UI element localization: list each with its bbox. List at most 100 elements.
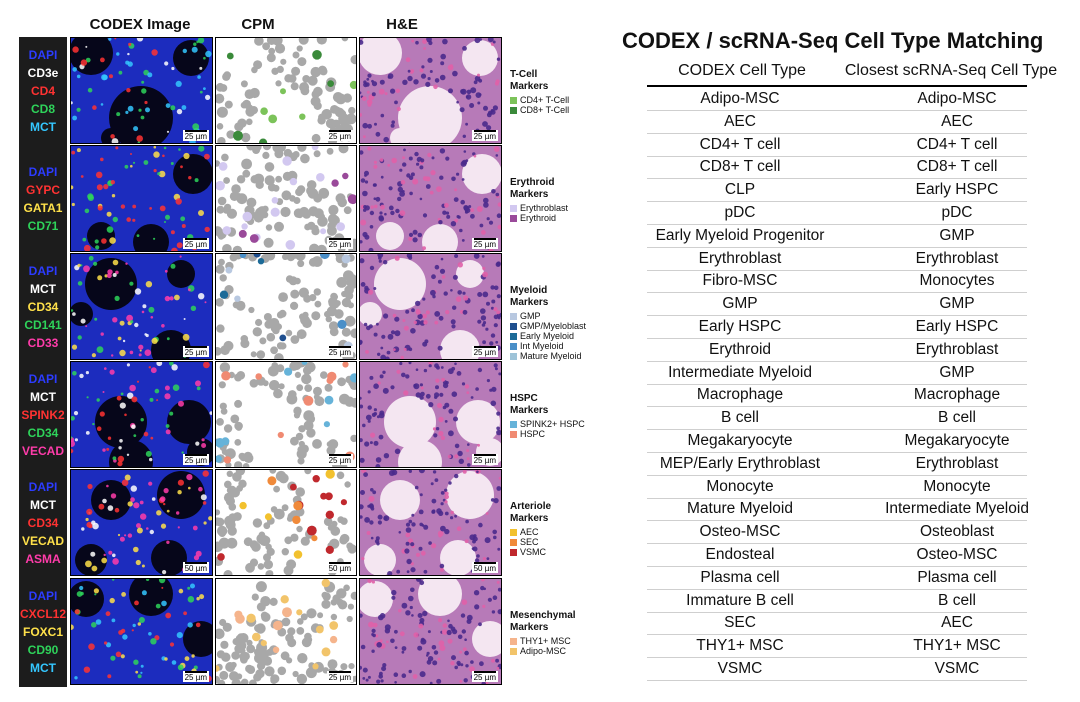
nucleus — [398, 531, 402, 534]
nucleus — [397, 186, 403, 193]
cell-type-mask — [349, 373, 356, 383]
nucleus — [394, 316, 400, 322]
nucleus — [454, 254, 459, 258]
cell-signal — [109, 597, 115, 604]
cell-signal — [96, 346, 104, 353]
scale-bar-label: 25 µm — [473, 132, 496, 141]
cell-signal — [71, 440, 75, 447]
nucleus — [465, 519, 469, 524]
nucleus — [396, 369, 401, 374]
nucleus — [378, 614, 384, 621]
cell-mask — [297, 146, 307, 152]
cell-signal — [140, 418, 144, 422]
cell-signal — [101, 557, 108, 564]
scrna-cell-type: CD4+ T cell — [916, 135, 998, 153]
cell-signal — [127, 501, 133, 507]
nucleus — [442, 382, 449, 389]
cell-mask — [216, 123, 224, 130]
nucleus — [431, 498, 437, 504]
nucleus — [425, 393, 431, 399]
nucleus — [476, 206, 483, 212]
cell-signal — [114, 295, 120, 301]
void-region — [91, 480, 131, 520]
cell-mask — [314, 300, 322, 308]
cell-signal — [201, 443, 207, 448]
nucleus — [474, 38, 481, 44]
cell-mask — [327, 524, 334, 531]
cell-mask — [226, 130, 235, 139]
nucleus — [422, 313, 427, 319]
cell-signal — [195, 441, 200, 446]
nucleus — [360, 240, 363, 244]
table-row: Mature Myeloid Intermediate Myeloid — [647, 498, 1029, 522]
cell-signal — [132, 623, 136, 628]
cell-signal — [178, 400, 184, 407]
nucleus — [410, 70, 414, 74]
scale-bar-label: 25 µm — [328, 240, 351, 249]
cell-signal — [165, 424, 170, 428]
cell-mask — [262, 151, 270, 159]
scale-bar-line — [474, 238, 496, 240]
cell-signal — [176, 242, 183, 249]
cell-type-mask — [329, 621, 339, 630]
cell-signal — [190, 305, 197, 311]
nucleus — [491, 189, 496, 194]
nucleus — [444, 202, 449, 208]
nucleus — [394, 330, 401, 337]
cell-signal — [110, 180, 115, 185]
cell-signal — [171, 66, 175, 71]
scrna-cell-type: Monocytes — [919, 272, 995, 290]
nucleus — [457, 450, 463, 457]
nucleus — [360, 39, 364, 45]
nucleus — [374, 204, 378, 209]
cell-mask — [297, 260, 305, 268]
cell-signal — [112, 456, 117, 461]
cell-type-mask — [225, 266, 233, 274]
nucleus — [487, 38, 494, 43]
cell-signal — [140, 664, 144, 668]
nucleus — [478, 622, 482, 627]
nucleus — [440, 61, 445, 66]
scale-bar: 25 µm — [326, 130, 353, 141]
codex-cell-type: Endosteal — [705, 546, 775, 563]
void-region — [167, 400, 211, 444]
nucleus — [484, 537, 491, 544]
cell-mask — [216, 298, 224, 307]
cell-mask — [305, 667, 317, 679]
codex-cell-type: Intermediate Myeloid — [668, 363, 812, 381]
cell-signal — [82, 237, 87, 242]
cell-signal — [115, 651, 122, 658]
column-header: Closest scRNA-Seq Cell Type — [844, 62, 1058, 79]
scrna-cell-type: GMP — [939, 226, 975, 244]
nucleus — [415, 300, 421, 307]
cell-mask — [231, 184, 241, 194]
scrna-cell-type: AEC — [941, 112, 973, 130]
cell-mask — [226, 470, 233, 477]
scale-bar: 25 µm — [471, 671, 498, 682]
nucleus — [402, 79, 408, 85]
cell-signal — [71, 416, 75, 421]
nucleus — [388, 186, 393, 191]
cell-mask — [290, 82, 299, 91]
cell-mask — [270, 674, 280, 684]
cell-signal — [124, 413, 127, 417]
nucleus — [365, 350, 369, 354]
nucleus — [415, 40, 419, 45]
legend: CD4+ T-Cell CD8+ T-Cell — [510, 95, 610, 115]
cell-mask — [246, 665, 256, 674]
marker-label: MCT — [30, 660, 56, 675]
cell-signal — [165, 103, 171, 108]
panel-title: HSPC Markers — [510, 393, 549, 416]
adipocyte-space — [456, 260, 484, 288]
scale-bar: 25 µm — [182, 671, 209, 682]
scale-bar: 25 µm — [471, 130, 498, 141]
nucleus — [428, 364, 432, 368]
cell-signal — [109, 74, 113, 79]
cell-mask — [296, 45, 303, 52]
nucleus — [405, 309, 410, 314]
codex-cell-type: CD8+ T cell — [699, 158, 781, 176]
cell-signal — [137, 622, 141, 626]
nucleus — [413, 79, 419, 85]
cell-type-mask — [264, 513, 272, 521]
cell-type-mask — [272, 646, 280, 653]
